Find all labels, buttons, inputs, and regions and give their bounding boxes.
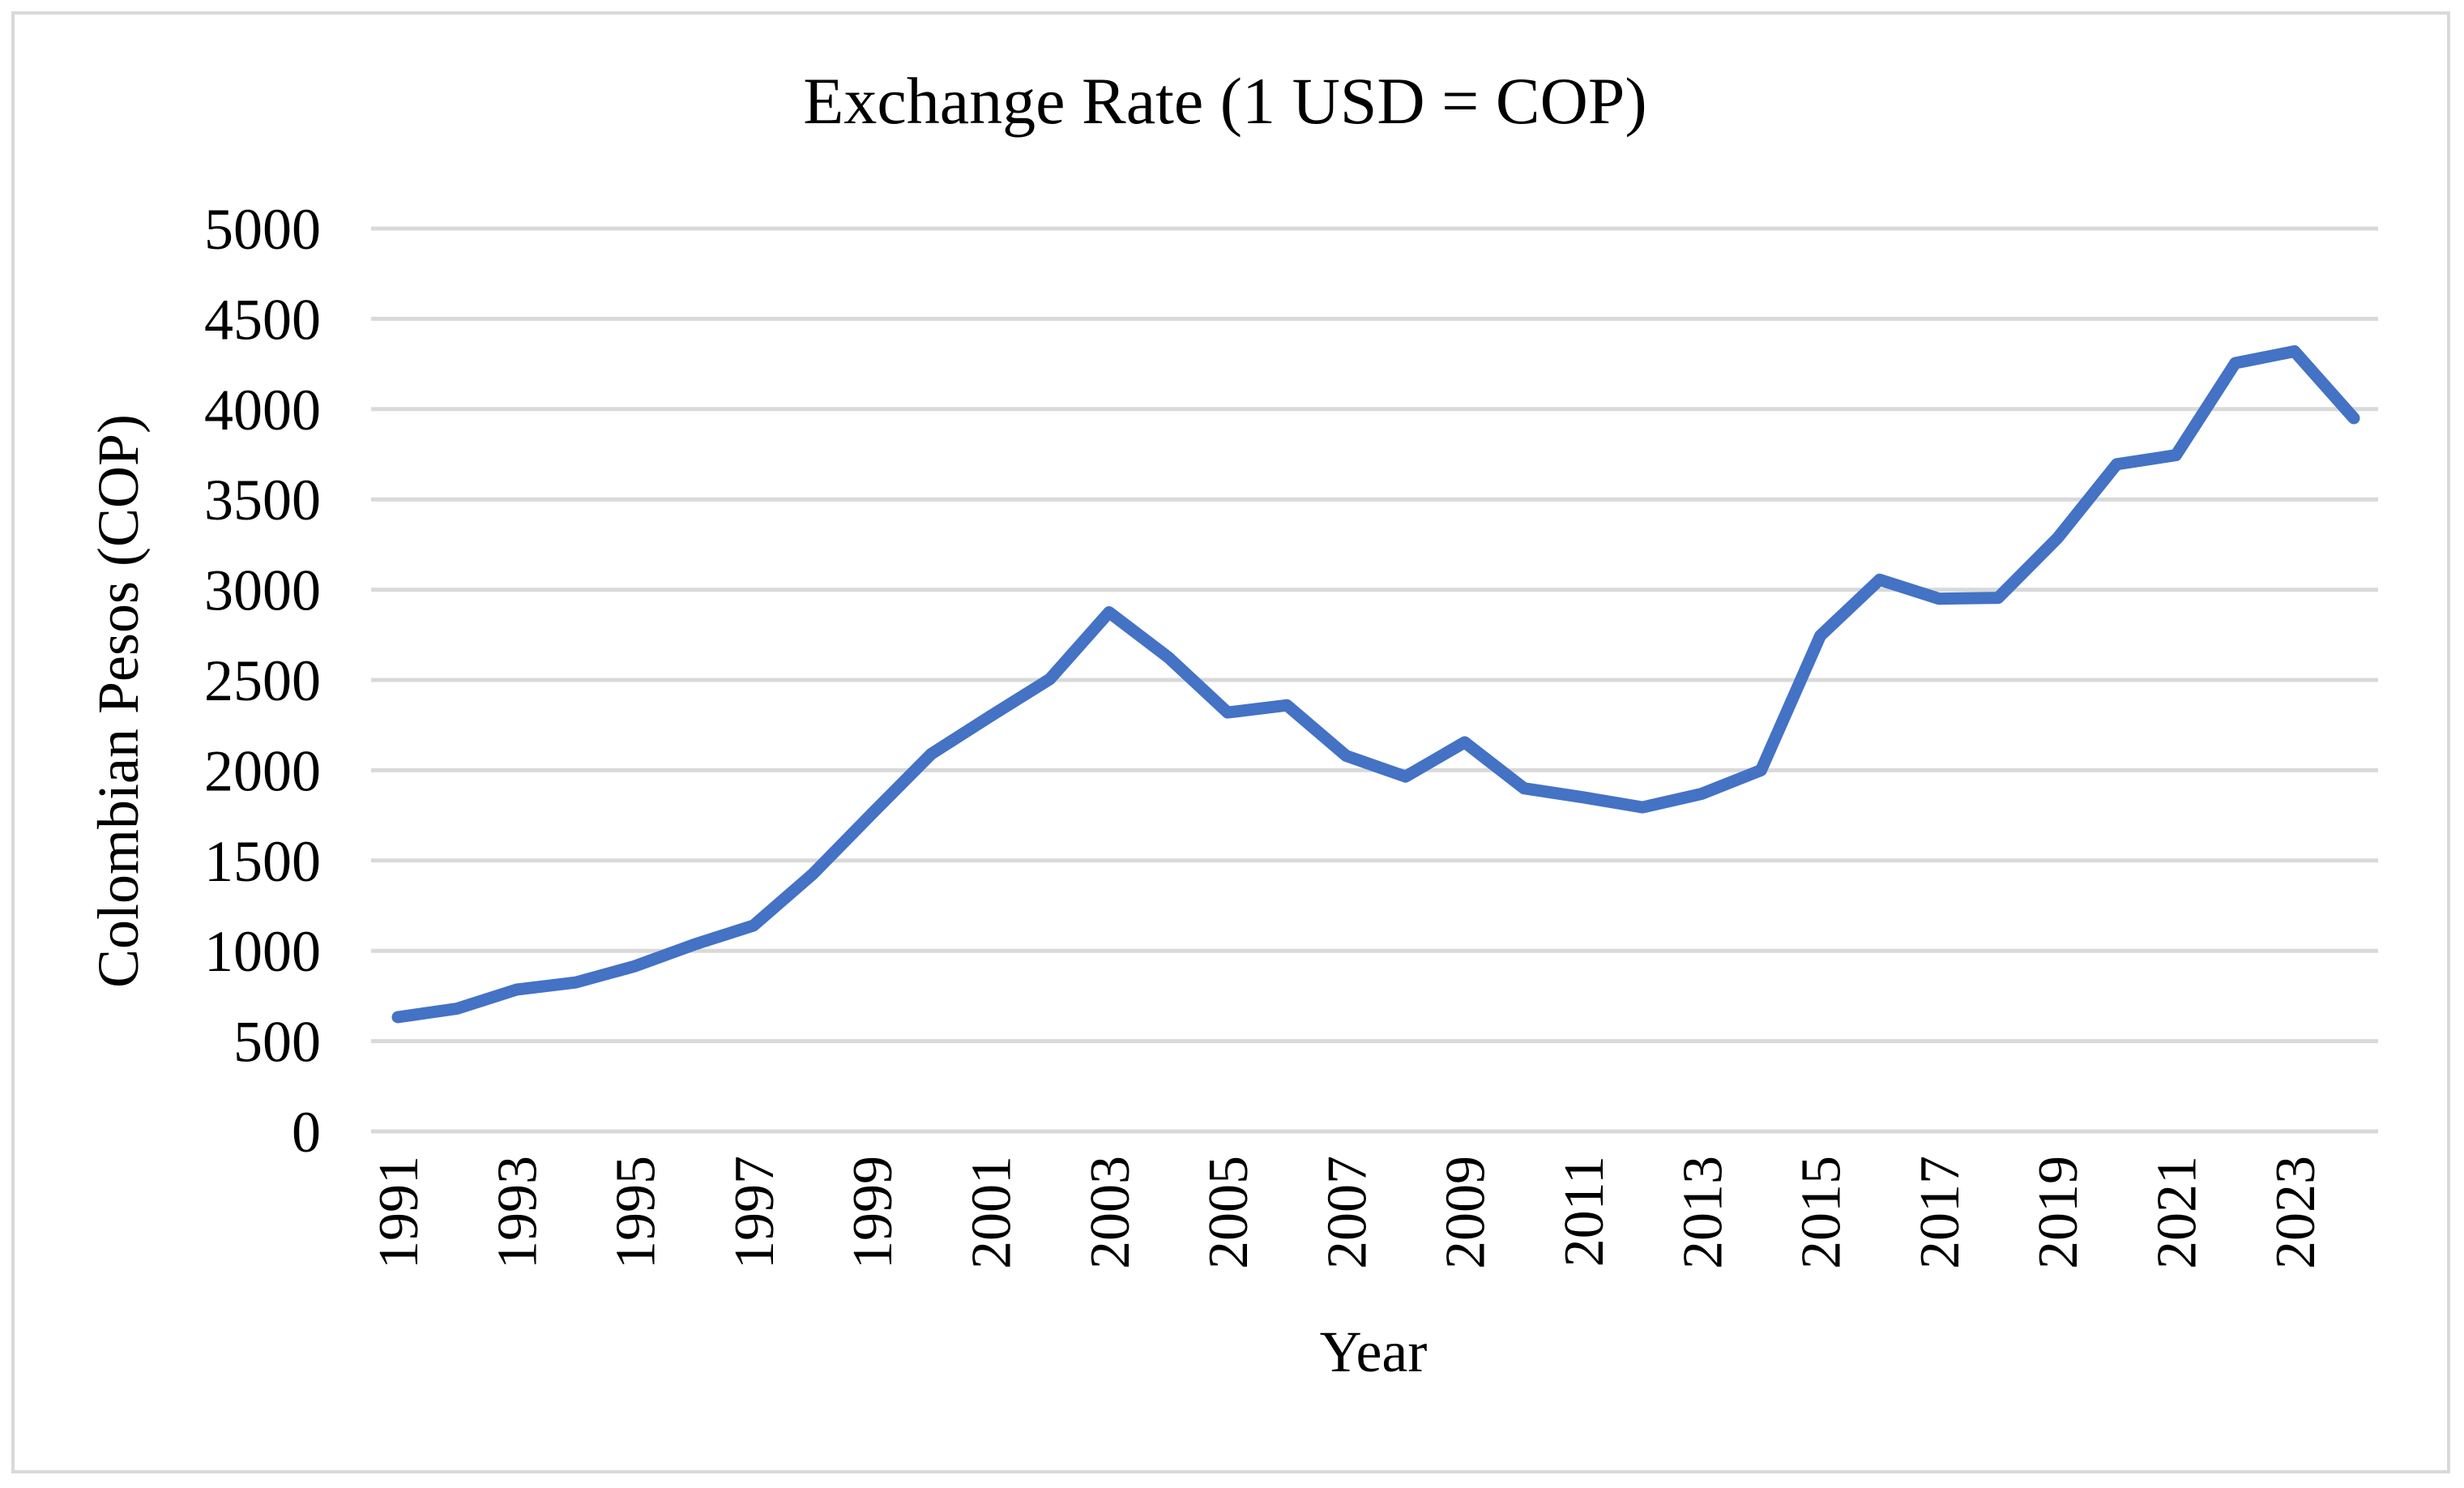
y-tick-label: 5000 — [204, 197, 321, 262]
x-tick-label: 1997 — [724, 1156, 786, 1269]
y-axis-label: Colombian Pesos (COP) — [86, 414, 151, 988]
x-tick-label: 2011 — [1553, 1156, 1616, 1267]
y-axis-ticks: 0 500 1000 1500 2000 2500 3000 3500 4000 4500 5000 — [204, 197, 321, 1165]
x-tick-label: 1995 — [605, 1156, 668, 1269]
x-tick-label: 2013 — [1672, 1156, 1734, 1269]
x-tick-label: 2017 — [1909, 1156, 1971, 1269]
y-tick-label: 3500 — [204, 468, 321, 532]
y-tick-label: 2500 — [204, 648, 321, 713]
x-tick-label: 2007 — [1316, 1156, 1378, 1269]
x-tick-label: 2009 — [1435, 1156, 1497, 1269]
y-tick-label: 0 — [292, 1100, 321, 1165]
y-tick-label: 4000 — [204, 378, 321, 443]
y-tick-label: 1000 — [204, 919, 321, 984]
series-line — [391, 345, 2360, 1024]
x-axis-label: Year — [1320, 1319, 1428, 1384]
y-tick-label: 1500 — [204, 829, 321, 894]
x-tick-label: 2015 — [1791, 1156, 1853, 1269]
chart-title: Exchange Rate (1 USD = COP) — [803, 64, 1646, 138]
x-tick-label: 1991 — [368, 1156, 430, 1269]
x-tick-label: 2021 — [2146, 1156, 2209, 1269]
y-tick-label: 2000 — [204, 738, 321, 803]
x-tick-label: 2005 — [1198, 1156, 1260, 1269]
x-axis-ticks: 1991 1993 1995 1997 1999 2001 2003 2005 2007 2009… — [368, 1156, 2327, 1269]
y-tick-label: 3000 — [204, 558, 321, 623]
y-tick-label: 500 — [233, 1010, 321, 1075]
x-tick-label: 2023 — [2265, 1156, 2327, 1269]
x-tick-label: 1999 — [842, 1156, 904, 1269]
y-tick-label: 4500 — [204, 287, 321, 352]
gridlines — [371, 226, 2378, 1134]
x-tick-label: 2001 — [961, 1156, 1023, 1269]
x-tick-label: 2003 — [1079, 1156, 1142, 1269]
series-group — [391, 345, 2360, 1024]
chart-frame — [11, 11, 2450, 1473]
x-tick-label: 1993 — [486, 1156, 549, 1269]
x-tick-label: 2019 — [2027, 1156, 2090, 1269]
